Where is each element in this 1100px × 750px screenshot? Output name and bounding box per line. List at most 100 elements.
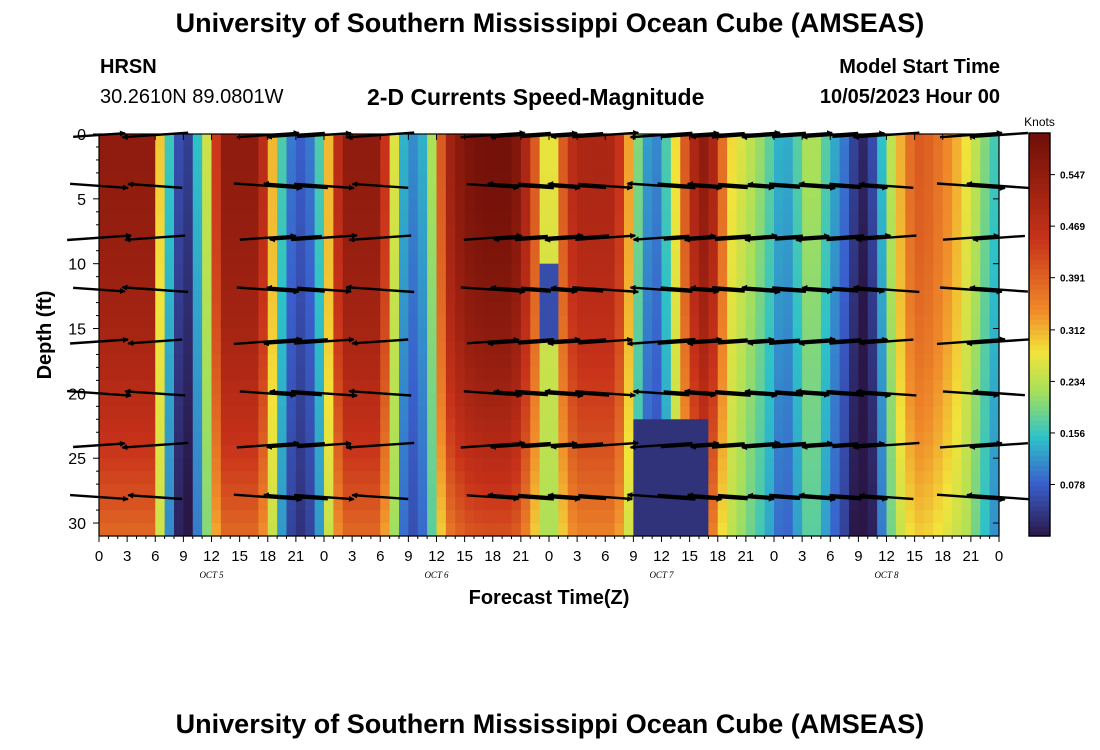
heatmap-cell — [614, 328, 625, 343]
heatmap-cell — [155, 445, 166, 459]
heatmap-cell — [895, 289, 906, 304]
heatmap-cell — [474, 302, 484, 317]
heatmap-cell — [539, 134, 550, 148]
heatmap-cell — [849, 134, 859, 148]
heatmap-cell — [867, 237, 878, 252]
heatmap-cell — [436, 328, 447, 343]
heatmap-cell — [642, 523, 653, 537]
heatmap-cell — [380, 432, 391, 446]
heatmap-cell — [277, 263, 288, 278]
heatmap-cell — [136, 263, 147, 278]
heatmap-cell — [427, 497, 438, 511]
heatmap-cell — [614, 484, 625, 498]
heatmap-cell — [989, 159, 1000, 174]
heatmap-cell — [736, 471, 747, 485]
heatmap-cell — [642, 224, 653, 239]
heatmap-cell — [558, 484, 569, 498]
colorbar-cell — [1029, 354, 1050, 361]
heatmap-cell — [342, 432, 353, 446]
heatmap-cell — [717, 341, 728, 356]
current-vector — [544, 234, 610, 243]
heatmap-cell — [174, 276, 184, 291]
heatmap-cell — [183, 159, 194, 174]
heatmap-cell — [267, 250, 278, 265]
heatmap-cell — [736, 302, 747, 317]
heatmap-cell — [530, 445, 541, 459]
current-vector — [124, 234, 186, 243]
heatmap-cell — [530, 159, 541, 174]
heatmap-cell — [324, 471, 334, 485]
heatmap-cell — [802, 380, 813, 394]
heatmap-cell — [258, 276, 269, 291]
heatmap-cell — [474, 484, 484, 498]
heatmap-cell — [595, 289, 606, 304]
heatmap-cell — [549, 159, 559, 174]
current-vector — [572, 286, 640, 295]
heatmap-cell — [952, 367, 963, 381]
heatmap-cell — [436, 146, 447, 161]
heatmap-cell — [399, 484, 409, 498]
heatmap-cell — [745, 341, 756, 356]
heatmap-cell — [192, 354, 203, 369]
current-vector — [294, 493, 355, 502]
heatmap-cell — [174, 380, 184, 394]
heatmap-cell — [464, 302, 475, 317]
colorbar-cell — [1029, 450, 1050, 456]
heatmap-cell — [445, 237, 456, 252]
heatmap-cell — [267, 484, 278, 498]
heatmap-cell — [914, 510, 925, 524]
heatmap-cell — [830, 172, 841, 187]
heatmap-cell — [352, 211, 363, 226]
heatmap-cell — [633, 289, 644, 304]
heatmap-cell — [567, 484, 578, 498]
heatmap-cell — [286, 484, 297, 498]
heatmap-cell — [764, 172, 775, 187]
colorbar-cell — [1029, 258, 1050, 265]
heatmap-cell — [474, 198, 484, 213]
heatmap-cell — [624, 367, 634, 381]
heatmap-cell — [333, 211, 344, 226]
heatmap-cell — [905, 510, 916, 524]
heatmap-cell — [755, 289, 766, 304]
heatmap-cell — [914, 146, 925, 161]
heatmap-cell — [792, 276, 803, 291]
heatmap-cell — [980, 497, 991, 511]
heatmap-cell — [380, 328, 391, 343]
heatmap-cell — [211, 419, 222, 433]
heatmap-cell — [989, 328, 1000, 343]
heatmap-cell — [942, 185, 953, 200]
heatmap-cell — [633, 172, 644, 187]
x-tick-label: 15 — [906, 548, 923, 565]
x-tick-label: 15 — [681, 548, 698, 565]
heatmap-cell — [717, 237, 728, 252]
heatmap-cell — [736, 367, 747, 381]
heatmap-cell — [174, 432, 184, 446]
heatmap-cell — [295, 328, 306, 343]
heatmap-cell — [886, 198, 897, 213]
heatmap-cell — [220, 406, 231, 420]
heatmap-cell — [942, 263, 953, 278]
heatmap-cell — [305, 198, 316, 213]
heatmap-cell — [427, 134, 438, 148]
heatmap-cell — [502, 302, 513, 317]
heatmap-cell — [511, 471, 522, 485]
heatmap-cell — [520, 289, 531, 304]
heatmap-cell — [342, 224, 353, 239]
heatmap-cell — [361, 276, 372, 291]
heatmap-cell — [183, 172, 194, 187]
heatmap-cell — [352, 159, 363, 174]
heatmap-cell — [333, 185, 344, 200]
heatmap-cell — [145, 250, 156, 265]
heatmap-cell — [624, 198, 634, 213]
heatmap-cell — [820, 289, 831, 304]
heatmap-cell — [933, 445, 944, 459]
heatmap-cell — [145, 406, 156, 420]
heatmap-cell — [258, 419, 269, 433]
heatmap-cell — [558, 354, 569, 369]
heatmap-cell — [417, 497, 428, 511]
heatmap-cell — [99, 198, 109, 213]
heatmap-cell — [183, 367, 194, 381]
heatmap-cell — [792, 419, 803, 433]
heatmap-cell — [436, 237, 447, 252]
heatmap-cell — [314, 302, 325, 317]
